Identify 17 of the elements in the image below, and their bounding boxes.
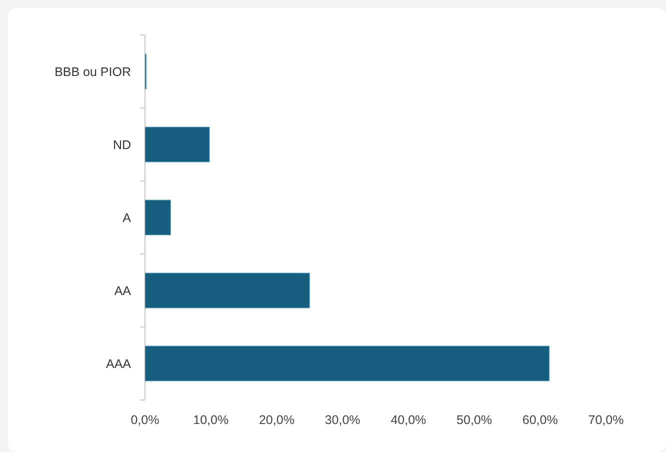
x-tick-label: 10,0%	[193, 413, 229, 427]
x-tick-label: 50,0%	[456, 413, 492, 427]
x-tick-label: 20,0%	[258, 413, 294, 427]
x-tick-label: 70,0%	[588, 413, 624, 427]
y-tick-label: AAA	[106, 356, 132, 371]
y-tick-label: ND	[112, 138, 131, 152]
bar	[144, 200, 171, 236]
x-tick-label: 60,0%	[522, 413, 558, 427]
bar	[144, 346, 550, 382]
y-tick-label: A	[122, 210, 132, 225]
y-tick-label: AA	[114, 284, 132, 298]
x-tick-label: 40,0%	[390, 413, 426, 427]
x-tick-label: 30,0%	[324, 413, 360, 427]
y-tick-label: BBB ou PIOR	[54, 64, 131, 79]
bar	[144, 126, 210, 162]
bar	[144, 272, 310, 308]
x-tick-label: 0,0%	[130, 413, 160, 427]
